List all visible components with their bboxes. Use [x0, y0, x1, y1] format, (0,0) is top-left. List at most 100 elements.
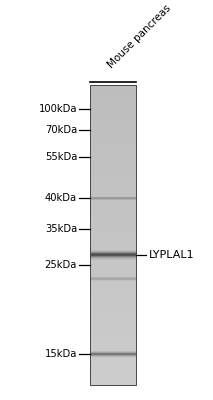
Bar: [90, 232, 136, 235]
Bar: [90, 289, 136, 292]
Bar: [90, 286, 136, 289]
Bar: [90, 178, 136, 181]
Bar: [90, 361, 136, 364]
Bar: [90, 190, 136, 193]
Bar: [90, 214, 136, 217]
Text: 100kDa: 100kDa: [39, 104, 77, 114]
Bar: [90, 319, 136, 322]
Bar: [90, 196, 136, 199]
Bar: [90, 349, 136, 352]
Bar: [90, 346, 136, 349]
Bar: [90, 364, 136, 367]
Bar: [90, 283, 136, 286]
Bar: [90, 124, 136, 127]
Bar: [90, 304, 136, 307]
Bar: [90, 262, 136, 265]
Bar: [90, 292, 136, 295]
Bar: [90, 181, 136, 184]
Bar: [90, 277, 136, 280]
Bar: [90, 130, 136, 133]
Bar: [90, 382, 136, 385]
Bar: [90, 133, 136, 136]
Bar: [90, 337, 136, 340]
Bar: [90, 253, 136, 256]
Text: Mouse pancreas: Mouse pancreas: [106, 3, 173, 70]
Text: 55kDa: 55kDa: [45, 152, 77, 162]
Bar: [90, 145, 136, 148]
Bar: [90, 139, 136, 142]
Bar: [90, 373, 136, 376]
Bar: [90, 334, 136, 337]
Bar: [90, 157, 136, 160]
Bar: [90, 268, 136, 271]
Bar: [90, 142, 136, 145]
Bar: [90, 121, 136, 124]
Bar: [90, 370, 136, 373]
Text: 40kDa: 40kDa: [45, 193, 77, 203]
Bar: [90, 313, 136, 316]
Bar: [90, 85, 136, 385]
Bar: [90, 280, 136, 283]
Bar: [90, 91, 136, 94]
Bar: [90, 247, 136, 250]
Text: 25kDa: 25kDa: [45, 260, 77, 270]
Bar: [90, 184, 136, 187]
Bar: [90, 301, 136, 304]
Bar: [90, 166, 136, 169]
Bar: [90, 205, 136, 208]
Bar: [90, 202, 136, 205]
Bar: [90, 94, 136, 97]
Bar: [90, 271, 136, 274]
Bar: [90, 316, 136, 319]
Bar: [90, 310, 136, 313]
Bar: [90, 220, 136, 223]
Bar: [90, 259, 136, 262]
Bar: [90, 112, 136, 115]
Bar: [90, 322, 136, 325]
Bar: [90, 187, 136, 190]
Bar: [90, 298, 136, 301]
Bar: [90, 226, 136, 229]
Bar: [90, 238, 136, 241]
Bar: [90, 199, 136, 202]
Bar: [90, 379, 136, 382]
Bar: [90, 265, 136, 268]
Bar: [90, 118, 136, 121]
Bar: [90, 103, 136, 106]
Bar: [90, 127, 136, 130]
Bar: [90, 376, 136, 379]
Bar: [90, 355, 136, 358]
Bar: [90, 148, 136, 151]
Bar: [90, 100, 136, 103]
Text: 35kDa: 35kDa: [45, 224, 77, 234]
Bar: [90, 217, 136, 220]
Bar: [90, 223, 136, 226]
Bar: [90, 88, 136, 91]
Bar: [90, 85, 136, 88]
Bar: [90, 307, 136, 310]
Bar: [90, 358, 136, 361]
Bar: [90, 325, 136, 328]
Bar: [90, 250, 136, 253]
Bar: [90, 172, 136, 175]
Bar: [90, 229, 136, 232]
Bar: [90, 154, 136, 157]
Bar: [90, 169, 136, 172]
Bar: [90, 136, 136, 139]
Bar: [90, 106, 136, 109]
Bar: [90, 163, 136, 166]
Bar: [90, 208, 136, 211]
Bar: [90, 109, 136, 112]
Bar: [90, 274, 136, 277]
Bar: [90, 256, 136, 259]
Bar: [90, 151, 136, 154]
Bar: [90, 328, 136, 331]
Bar: [90, 115, 136, 118]
Text: 15kDa: 15kDa: [45, 349, 77, 359]
Bar: [90, 343, 136, 346]
Bar: [90, 295, 136, 298]
Text: 70kDa: 70kDa: [45, 125, 77, 135]
Bar: [90, 193, 136, 196]
Bar: [90, 97, 136, 100]
Bar: [90, 244, 136, 247]
